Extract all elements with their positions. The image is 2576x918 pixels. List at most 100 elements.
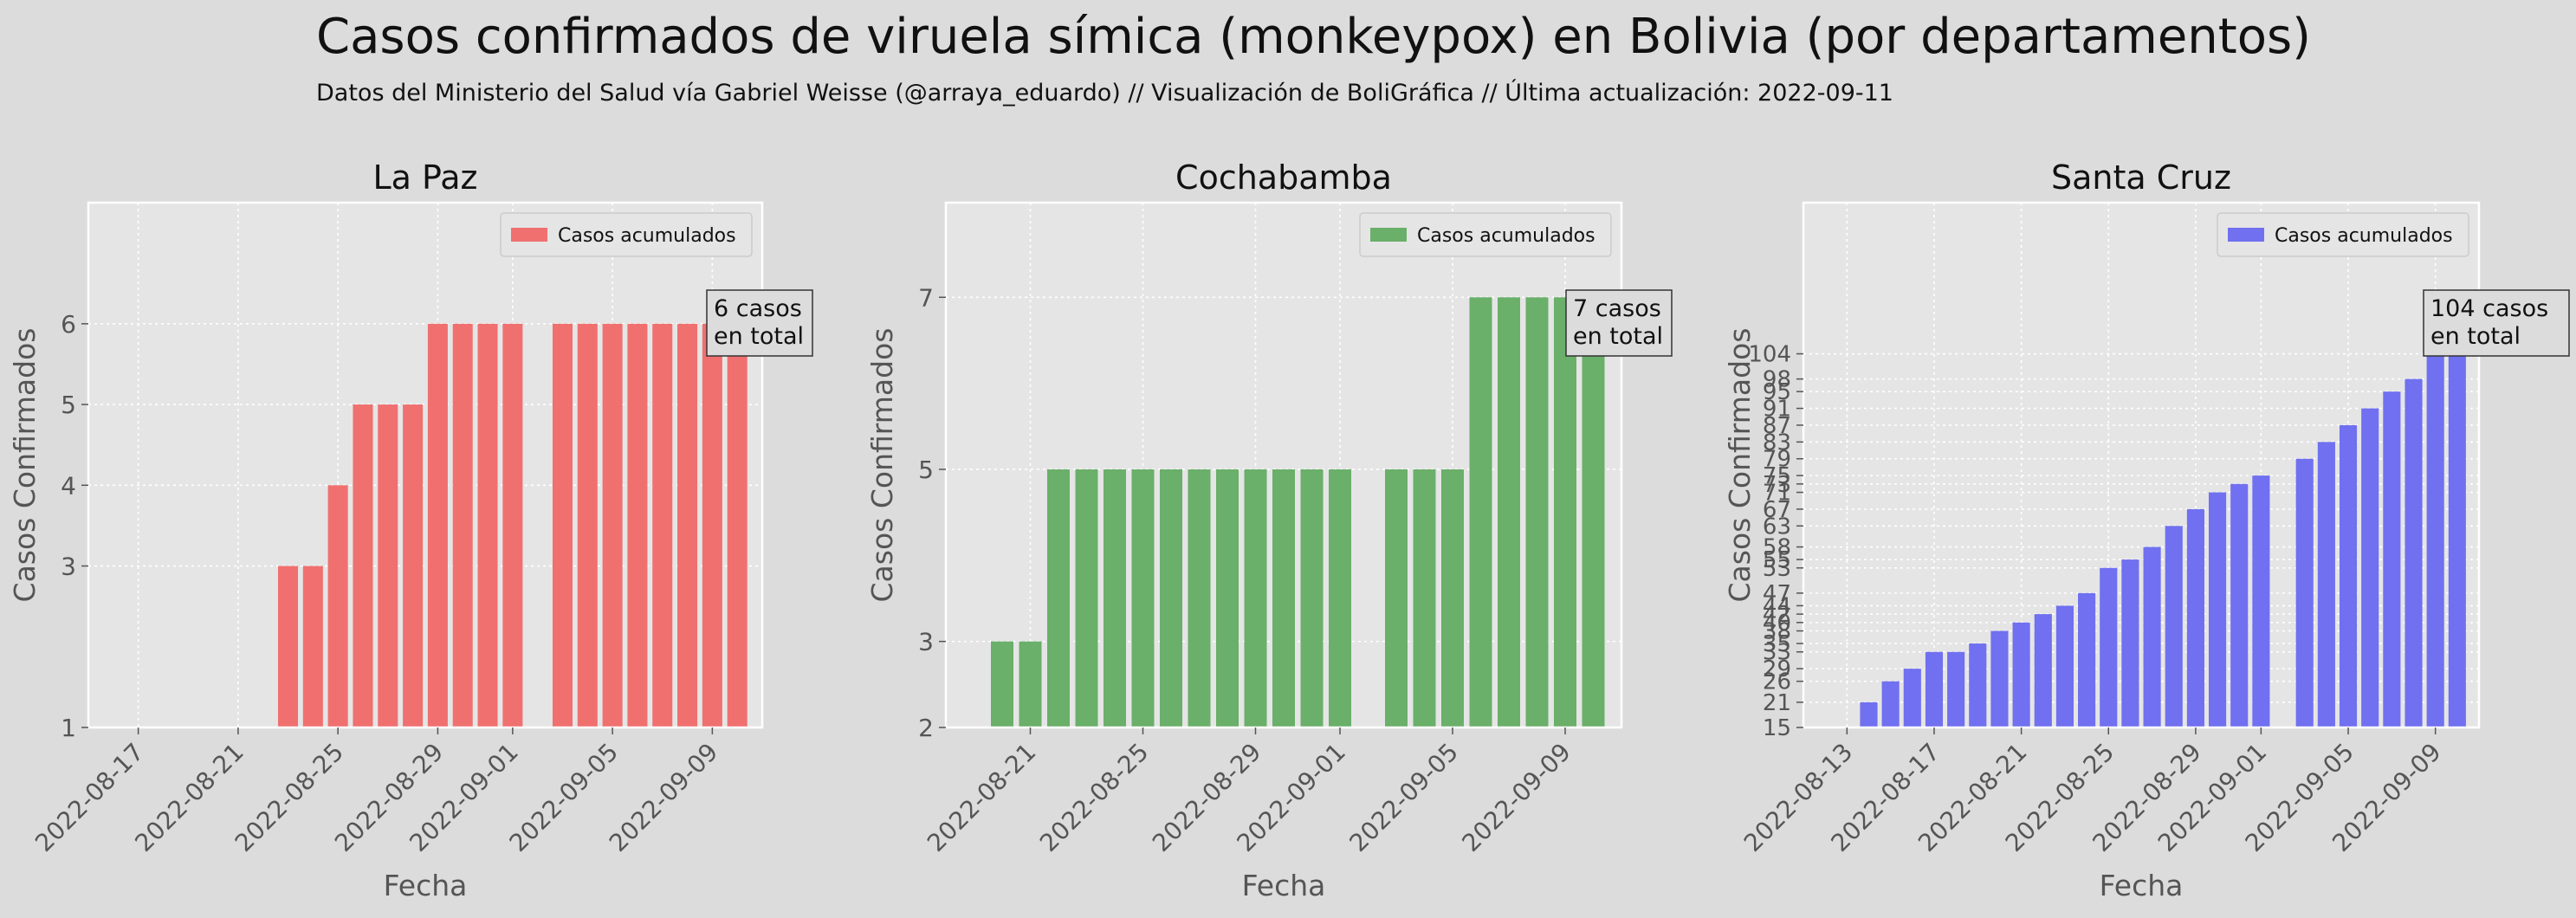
bar	[1904, 669, 1921, 727]
bar	[1076, 469, 1098, 727]
annotation-text: 6 casos	[714, 295, 802, 322]
legend: Casos acumulados	[501, 213, 752, 256]
chart-cochabamba: 23572022-08-212022-08-252022-08-292022-0…	[865, 158, 1672, 902]
y-axis-label: Casos Confirmados	[8, 328, 42, 603]
bar	[1526, 297, 1549, 727]
bar	[728, 324, 748, 727]
legend-swatch	[1370, 228, 1407, 242]
bar	[303, 566, 323, 727]
bar	[1385, 469, 1408, 727]
bar	[1969, 643, 1986, 727]
annotation-text: 104 casos	[2430, 295, 2548, 322]
bar	[1582, 297, 1605, 727]
chart-title: Cochabamba	[1175, 158, 1392, 197]
y-tick-label: 15	[1763, 715, 1791, 741]
y-tick-label: 5	[918, 456, 934, 484]
bar	[627, 324, 647, 727]
bar	[603, 324, 623, 727]
bar	[1926, 652, 1943, 727]
bar	[2165, 526, 2183, 727]
bar	[2187, 509, 2204, 727]
y-tick-label: 6	[61, 310, 76, 339]
legend: Casos acumulados	[2217, 213, 2469, 256]
chart-la-paz: 134562022-08-172022-08-212022-08-252022-…	[8, 158, 812, 902]
legend-label: Casos acumulados	[2275, 225, 2453, 247]
bar	[1882, 682, 1900, 727]
bar	[502, 324, 522, 727]
bar	[1498, 297, 1520, 727]
y-tick-label: 47	[1763, 581, 1791, 607]
bar	[1329, 469, 1351, 727]
bar	[2230, 484, 2248, 727]
bar	[2209, 493, 2226, 727]
bar	[2144, 547, 2161, 727]
bar	[2318, 442, 2335, 727]
bar	[1947, 652, 1964, 727]
annotation-text: 7 casos	[1573, 295, 1661, 322]
legend-swatch	[511, 228, 547, 242]
legend-label: Casos acumulados	[558, 225, 736, 247]
bar	[2340, 425, 2357, 727]
bar	[1860, 702, 1877, 727]
annotation-text: en total	[714, 323, 804, 350]
bar	[453, 324, 473, 727]
bar	[1441, 469, 1464, 727]
bar	[578, 324, 598, 727]
y-axis-label: Casos Confirmados	[1723, 328, 1757, 603]
legend: Casos acumulados	[1360, 213, 1611, 256]
bar	[2056, 605, 2074, 727]
y-tick-label: 2	[918, 714, 934, 742]
bar	[353, 404, 372, 727]
bar	[2404, 379, 2422, 727]
chart-title: La Paz	[373, 158, 478, 197]
bar	[403, 404, 423, 727]
bar	[2078, 593, 2095, 727]
bar	[328, 485, 348, 727]
bar	[428, 324, 448, 727]
bar	[991, 642, 1013, 727]
bar	[2361, 409, 2379, 727]
x-tick-label: 2022-08-21	[922, 738, 1041, 857]
bar	[2252, 475, 2269, 727]
annotation-text: en total	[1573, 323, 1663, 350]
x-axis-label: Fecha	[1242, 869, 1326, 902]
x-axis-label: Fecha	[384, 869, 468, 902]
bar	[1188, 469, 1211, 727]
bar	[2035, 614, 2052, 727]
bar	[1245, 469, 1267, 727]
bar	[553, 324, 573, 727]
bar	[702, 324, 722, 727]
y-tick-label: 98	[1763, 367, 1791, 393]
x-tick-label: 2022-08-25	[1034, 738, 1154, 857]
bar	[378, 404, 398, 727]
annotation-text: en total	[2430, 323, 2521, 350]
y-tick-label: 7	[918, 283, 934, 312]
bar	[1990, 630, 2008, 727]
x-axis-label: Fecha	[2100, 869, 2184, 902]
bar	[1216, 469, 1239, 727]
bar	[2296, 459, 2314, 727]
bar	[2427, 354, 2444, 727]
bar	[2100, 568, 2117, 727]
bar	[1301, 469, 1324, 727]
legend-label: Casos acumulados	[1417, 225, 1595, 247]
y-tick-label: 4	[61, 471, 76, 500]
legend-swatch	[2228, 228, 2264, 242]
bar	[2121, 559, 2139, 727]
bar	[1132, 469, 1155, 727]
bar	[2383, 391, 2400, 727]
y-axis-label: Casos Confirmados	[865, 328, 899, 603]
y-tick-label: 3	[918, 628, 934, 656]
bar	[1160, 469, 1182, 727]
bar	[1272, 469, 1295, 727]
bar	[2013, 623, 2030, 727]
bar	[1470, 297, 1492, 727]
total-annotation: 104 casosen total	[2424, 290, 2569, 356]
bar	[1414, 469, 1436, 727]
chart-santa-cruz: 1521262933353840424447535558636771737579…	[1723, 158, 2569, 902]
bar	[1104, 469, 1126, 727]
x-tick-label: 2022-09-09	[1457, 738, 1576, 857]
